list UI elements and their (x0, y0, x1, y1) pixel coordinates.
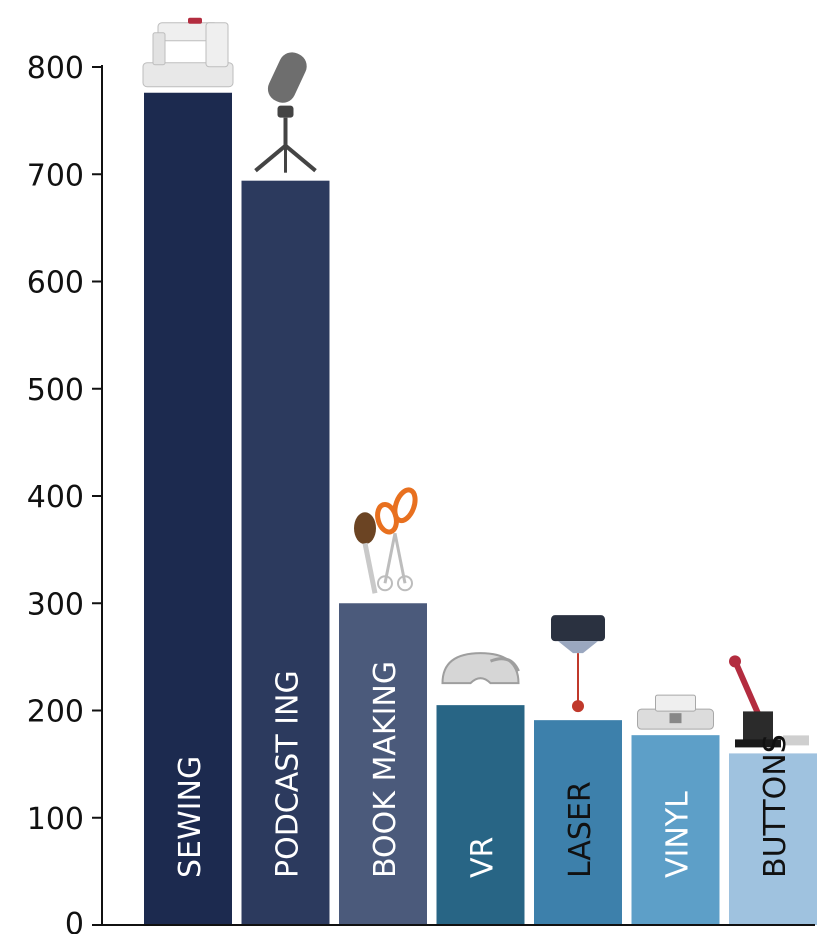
bar-label: BUTTONS (758, 734, 793, 878)
y-tick-label: 200 (27, 695, 84, 730)
y-tick-label: 600 (27, 266, 84, 301)
y-tick-label: 0 (65, 907, 84, 934)
bar-podcast-ing (241, 180, 330, 925)
y-tick-label: 700 (27, 158, 84, 193)
bar-laser (534, 720, 622, 925)
bar-buttons (729, 753, 817, 925)
bar-label: VINYL (661, 791, 696, 878)
bar-book-making (339, 603, 427, 925)
y-tick-label: 400 (27, 480, 84, 515)
bar-labels-layer: SEWING PODCAST ING BOOK MAKING VR LASER VINYL… (173, 661, 793, 878)
icons-layer (142, 17, 809, 748)
y-tick-label: 500 (27, 373, 84, 408)
bar-vr (436, 705, 525, 925)
bar-vinyl (631, 735, 720, 925)
laser-cutter-icon (551, 615, 605, 713)
y-axis: 0 100 200 300 400 500 600 700 800 (27, 51, 815, 934)
vr-headset-icon (441, 652, 520, 685)
bar-label: PODCAST ING (271, 670, 306, 878)
bars-layer (144, 92, 817, 926)
bar-label: BOOK MAKING (368, 661, 403, 878)
bar-label: LASER (563, 781, 598, 878)
y-tick-label: 300 (27, 587, 84, 622)
vinyl-cutter-icon (637, 694, 714, 730)
y-tick-label: 100 (27, 802, 84, 837)
bar-sewing (144, 92, 232, 926)
bookbinding-tools-icon (354, 487, 418, 594)
sewing-machine-icon (142, 17, 234, 88)
button-press-icon (729, 655, 809, 748)
bar-label: VR (466, 837, 501, 878)
bar-label: SEWING (173, 756, 208, 878)
podcast-microphone-icon (254, 52, 317, 173)
y-tick-label: 800 (27, 51, 84, 86)
